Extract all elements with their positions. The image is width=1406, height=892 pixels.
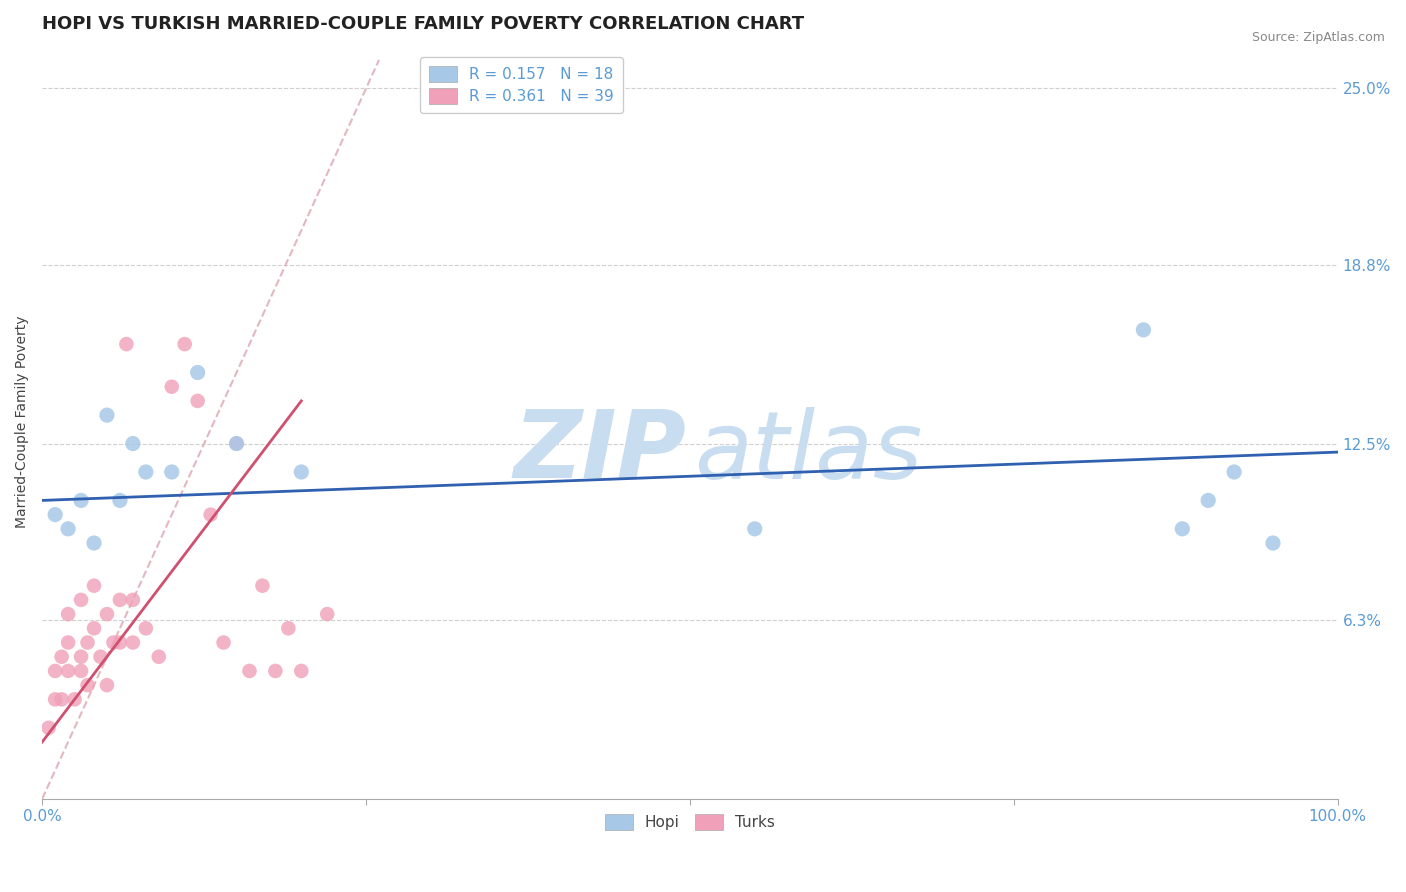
Point xyxy=(200,508,222,522)
Point xyxy=(187,366,209,380)
Point xyxy=(83,621,105,635)
Point xyxy=(122,593,145,607)
Point xyxy=(173,337,195,351)
Point xyxy=(51,692,73,706)
Legend: Hopi, Turks: Hopi, Turks xyxy=(599,808,780,837)
Point xyxy=(238,664,260,678)
Point xyxy=(160,380,183,394)
Point xyxy=(1261,536,1284,550)
Point xyxy=(96,607,118,621)
Point xyxy=(56,664,79,678)
Point xyxy=(70,664,93,678)
Point xyxy=(63,692,86,706)
Point xyxy=(290,465,312,479)
Point xyxy=(108,635,131,649)
Point xyxy=(264,664,287,678)
Point xyxy=(160,465,183,479)
Point xyxy=(1197,493,1219,508)
Text: atlas: atlas xyxy=(695,407,922,498)
Point xyxy=(135,465,157,479)
Point xyxy=(83,536,105,550)
Point xyxy=(316,607,339,621)
Point xyxy=(56,635,79,649)
Point xyxy=(70,493,93,508)
Point xyxy=(115,337,138,351)
Point xyxy=(56,607,79,621)
Point xyxy=(76,635,98,649)
Point xyxy=(70,649,93,664)
Text: ZIP: ZIP xyxy=(513,407,686,499)
Point xyxy=(744,522,766,536)
Point xyxy=(103,635,125,649)
Point xyxy=(1171,522,1194,536)
Point xyxy=(96,408,118,422)
Point xyxy=(108,593,131,607)
Point xyxy=(44,692,66,706)
Point xyxy=(96,678,118,692)
Text: Source: ZipAtlas.com: Source: ZipAtlas.com xyxy=(1251,31,1385,45)
Point xyxy=(56,522,79,536)
Point xyxy=(108,493,131,508)
Point xyxy=(252,579,274,593)
Point xyxy=(70,593,93,607)
Point xyxy=(225,436,247,450)
Point xyxy=(1223,465,1246,479)
Point xyxy=(148,649,170,664)
Point xyxy=(135,621,157,635)
Text: HOPI VS TURKISH MARRIED-COUPLE FAMILY POVERTY CORRELATION CHART: HOPI VS TURKISH MARRIED-COUPLE FAMILY PO… xyxy=(42,15,804,33)
Point xyxy=(225,436,247,450)
Y-axis label: Married-Couple Family Poverty: Married-Couple Family Poverty xyxy=(15,316,30,528)
Point xyxy=(290,664,312,678)
Point xyxy=(76,678,98,692)
Point xyxy=(187,393,209,408)
Point xyxy=(38,721,60,735)
Point xyxy=(83,579,105,593)
Point xyxy=(51,649,73,664)
Point xyxy=(1132,323,1154,337)
Point xyxy=(44,664,66,678)
Point xyxy=(122,436,145,450)
Point xyxy=(89,649,111,664)
Point xyxy=(277,621,299,635)
Point xyxy=(122,635,145,649)
Point xyxy=(212,635,235,649)
Point xyxy=(44,508,66,522)
